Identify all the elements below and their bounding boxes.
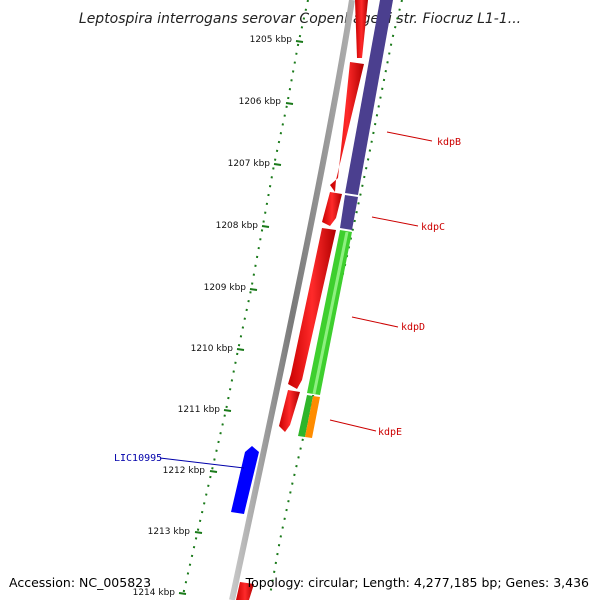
tick-label-1214: 1214 kbp	[133, 588, 176, 598]
tick-label-1209: 1209 kbp	[204, 283, 247, 293]
kdpE-track-green	[298, 395, 313, 437]
kbp-tick-labels: 1205 kbp 1206 kbp 1207 kbp 1208 kbp 1209…	[133, 35, 293, 598]
topology-text: Topology: circular; Length: 4,277,185 bp…	[245, 575, 589, 590]
gene-label-kdpC: kdpC	[421, 222, 445, 233]
tick-label-1210: 1210 kbp	[191, 344, 234, 354]
gene-label-kdpD: kdpD	[401, 322, 425, 333]
cds-arrow-kdpD	[288, 228, 336, 389]
gene-label-LIC10995: LIC10995	[114, 453, 162, 464]
accession-text: Accession: NC_005823	[9, 575, 151, 590]
cds-arrow-kdpC	[322, 192, 342, 226]
cds-arrow-bottom	[236, 582, 254, 600]
gene-label-leaders	[329, 131, 433, 432]
gene-label-kdpE: kdpE	[378, 427, 402, 438]
tick-label-1212: 1212 kbp	[163, 466, 206, 476]
LIC10995-leader	[159, 457, 245, 469]
cds-arrow-LIC10995	[231, 446, 259, 514]
tick-label-1213: 1213 kbp	[148, 527, 191, 537]
kdpB-track	[345, 0, 393, 195]
genome-backbone	[229, 0, 355, 600]
kdpC-track	[340, 195, 358, 230]
tick-label-1206: 1206 kbp	[239, 97, 282, 107]
map-title: Leptospira interrogans serovar Copenhage…	[79, 11, 521, 27]
tick-label-1208: 1208 kbp	[216, 221, 259, 231]
tick-label-1205: 1205 kbp	[250, 35, 293, 45]
gene-label-kdpB: kdpB	[437, 137, 461, 148]
cds-arrow-kdpE	[279, 390, 300, 432]
kbp-tick-marks	[178, 40, 304, 595]
kdpE-track-orange	[305, 396, 320, 438]
cds-arrow-top	[355, 0, 368, 58]
cds-arrow-kdpB	[330, 62, 364, 192]
tick-label-1207: 1207 kbp	[228, 159, 271, 169]
tick-label-1211: 1211 kbp	[178, 405, 221, 415]
